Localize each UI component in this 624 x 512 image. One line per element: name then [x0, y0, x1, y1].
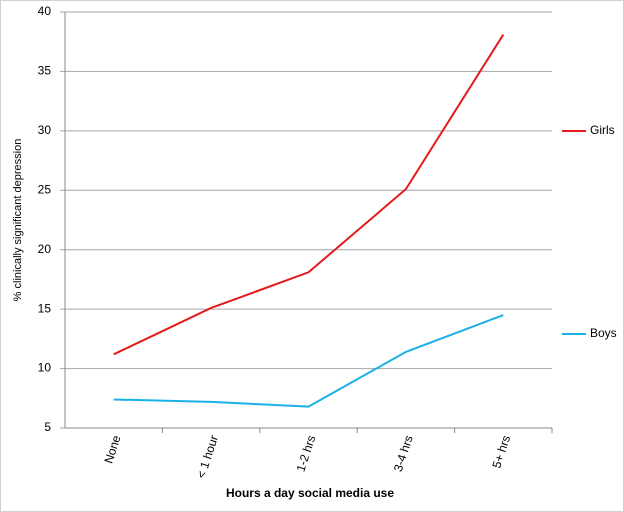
y-tick-label: 35: [38, 64, 52, 78]
y-tick-label: 5: [44, 420, 51, 434]
x-axis-title: Hours a day social media use: [226, 486, 394, 500]
series-line: [113, 34, 505, 356]
y-tick-label: 10: [38, 361, 52, 375]
y-tick-label: 30: [38, 123, 52, 137]
y-tick-label: 25: [38, 182, 52, 196]
y-tick-label: 40: [38, 4, 52, 18]
y-tick-label: 15: [38, 301, 52, 315]
y-tick-label: 20: [38, 242, 52, 256]
legend-label: Girls: [590, 123, 615, 137]
legend-label: Boys: [590, 326, 617, 340]
series-line: [113, 314, 504, 408]
y-axis-title: % clinically significant depression: [12, 139, 24, 302]
